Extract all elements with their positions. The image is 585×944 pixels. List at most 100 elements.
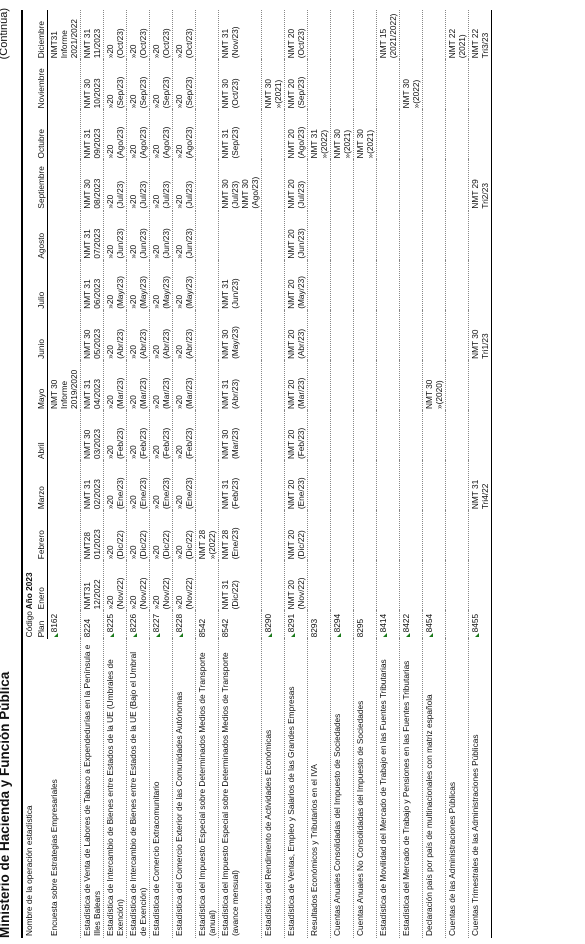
schedule-cell-line: (Nov/22) bbox=[138, 577, 148, 610]
schedule-cell bbox=[261, 561, 285, 612]
schedule-cell-line: NMT 20 bbox=[286, 28, 296, 59]
schedule-cell-line: NMT 31 bbox=[220, 579, 230, 610]
table-row: Declaración país por país de multinacion… bbox=[422, 10, 446, 938]
month-header-agosto: Agosto bbox=[35, 210, 48, 261]
schedule-cell: NMT 31 »(2022) bbox=[307, 110, 331, 161]
operation-code: 8542 bbox=[195, 611, 219, 640]
schedule-cell-line: NMT 31 bbox=[82, 229, 92, 259]
schedule-cell bbox=[445, 110, 469, 161]
schedule-cell-line: (Nov/22) bbox=[161, 577, 171, 610]
schedule-cell-line: »20 bbox=[151, 595, 161, 610]
schedule-cell: »20 (Feb/23) bbox=[149, 410, 173, 462]
schedule-cell-line: 07/2023 bbox=[92, 228, 102, 259]
schedule-cell bbox=[195, 60, 219, 111]
schedule-cell bbox=[445, 60, 469, 111]
schedule-cell bbox=[261, 160, 285, 211]
schedule-cell-line: (Jul/23) bbox=[184, 180, 194, 209]
month-header-mayo: Mayo bbox=[35, 360, 48, 411]
schedule-cell: NMT 31 (Sep/23) bbox=[218, 110, 262, 161]
schedule-rows: Encuesta sobre Estrategias Empresariales… bbox=[47, 10, 492, 938]
schedule-cell-line: »20 bbox=[128, 495, 138, 510]
schedule-cell-line: 08/2023 bbox=[92, 178, 102, 209]
schedule-cell-line: (Sep/23) bbox=[161, 76, 171, 109]
schedule-cell-line: (Jul/23) bbox=[138, 180, 148, 209]
schedule-cell: »20 (Dic/22) bbox=[172, 511, 196, 562]
schedule-cell: NMT 15 (2021/2022) bbox=[376, 10, 400, 61]
schedule-cell bbox=[330, 10, 354, 61]
schedule-cell-line: »20 bbox=[151, 194, 161, 209]
schedule-cell: »20 (Jun/23) bbox=[172, 210, 196, 261]
schedule-cell bbox=[353, 210, 377, 261]
schedule-cell bbox=[47, 561, 81, 612]
schedule-cell-line: (Jun/23) bbox=[184, 228, 194, 259]
schedule-cell-line: NMT 31 bbox=[82, 129, 92, 159]
schedule-cell bbox=[307, 360, 331, 411]
operation-code: 8162 bbox=[47, 611, 81, 640]
schedule-cell-line: (Nov/22) bbox=[296, 577, 306, 610]
schedule-cell bbox=[353, 160, 377, 211]
schedule-cell bbox=[330, 310, 354, 361]
table-row: Cuentas de las Administraciones Públicas… bbox=[445, 10, 469, 938]
schedule-cell-line: (Feb/23) bbox=[230, 477, 240, 510]
table-row: Estadística del Rendimiento de Actividad… bbox=[261, 10, 285, 938]
schedule-cell: NMT28 01/2023 bbox=[80, 511, 104, 562]
schedule-cell-line: »20 bbox=[151, 244, 161, 259]
schedule-cell: »20 (Nov/22) bbox=[103, 561, 127, 612]
schedule-cell bbox=[353, 360, 377, 411]
col-header-name: Nombre de la operación estadística bbox=[22, 639, 48, 938]
operation-code: 8294 bbox=[330, 611, 354, 640]
schedule-cell bbox=[376, 260, 400, 311]
flag-marker-icon bbox=[475, 633, 479, 638]
schedule-cell bbox=[47, 310, 81, 361]
operation-code: 8293 bbox=[307, 611, 331, 640]
schedule-cell bbox=[399, 561, 423, 612]
schedule-cell bbox=[353, 461, 377, 512]
operation-name: Cuentas de las Administraciones Públicas bbox=[445, 639, 469, 938]
schedule-cell-line: »20 bbox=[151, 545, 161, 560]
schedule-cell: NMT 20 (Ene/23) bbox=[284, 461, 308, 512]
schedule-cell-line: NMT 20 bbox=[286, 79, 296, 109]
month-header-febrero: Febrero bbox=[35, 511, 48, 562]
schedule-cell: NMT 30 »(2021) bbox=[330, 110, 354, 161]
schedule-cell-line: »20 bbox=[128, 94, 138, 109]
schedule-cell-line: (Oct/23) bbox=[115, 28, 125, 59]
schedule-cell bbox=[399, 110, 423, 161]
operation-code: 8422 bbox=[399, 611, 423, 640]
operation-code: 8225 bbox=[103, 611, 127, 640]
operation-name: Estadística del Impuesto Especial sobre … bbox=[218, 639, 262, 938]
schedule-cell: »20 (May/23) bbox=[149, 260, 173, 311]
schedule-cell: »20 (Mar/23) bbox=[172, 360, 196, 411]
schedule-cell-line: (Dic/22) bbox=[230, 580, 240, 610]
schedule-cell-line: 04/2023 bbox=[92, 378, 102, 409]
schedule-cell-line: »20 bbox=[174, 144, 184, 159]
schedule-cell-line: »20 bbox=[174, 395, 184, 409]
schedule-cell-line: »20 bbox=[174, 595, 184, 610]
flag-marker-icon bbox=[429, 633, 433, 638]
schedule-cell: »20 (Abr/23) bbox=[149, 310, 173, 361]
schedule-cell bbox=[468, 410, 492, 462]
operation-code: 8414 bbox=[376, 611, 400, 640]
schedule-cell: »20 (May/23) bbox=[103, 260, 127, 311]
schedule-cell-line: (Sep/23) bbox=[230, 126, 240, 159]
schedule-cell bbox=[195, 260, 219, 311]
schedule-cell-line: (Mar/23) bbox=[161, 377, 171, 409]
schedule-cell: »20 (Ene/23) bbox=[149, 461, 173, 512]
schedule-cell-line: (2021) bbox=[457, 34, 467, 59]
schedule-cell bbox=[195, 10, 219, 61]
schedule-cell-line: NMT 31 bbox=[220, 279, 230, 309]
schedule-cell: NMT 31 (Jun/23) bbox=[218, 260, 262, 311]
schedule-cell: NMT 20 (Ago/23) bbox=[284, 110, 308, 161]
operation-name: Cuentas Anuales No Consolidadas del Impu… bbox=[353, 639, 377, 938]
table-row: Estadística de Intercambio de Bienes ent… bbox=[126, 10, 150, 938]
month-header-marzo: Marzo bbox=[35, 461, 48, 512]
schedule-cell-line: »20 bbox=[105, 244, 115, 259]
schedule-cell-line: (Jul/23) bbox=[296, 180, 306, 209]
schedule-cell-line: (Mar/23) bbox=[138, 377, 148, 409]
schedule-cell-line: »20 bbox=[105, 294, 115, 309]
table-row: Estadística del Impuesto Especial sobre … bbox=[218, 10, 262, 938]
schedule-cell bbox=[353, 60, 377, 111]
schedule-cell bbox=[468, 60, 492, 111]
month-header-abril: Abril bbox=[35, 410, 48, 462]
code-text: 8290 bbox=[263, 613, 273, 633]
